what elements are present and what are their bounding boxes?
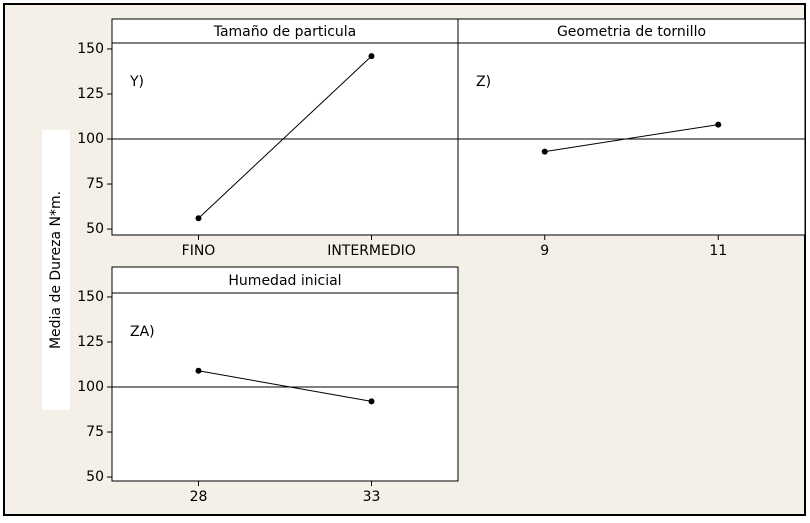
point [368, 53, 375, 60]
y-tick-label: 150 [77, 289, 104, 305]
y-tick-label: 125 [77, 334, 104, 350]
annotation: ZA) [130, 324, 155, 340]
point [715, 121, 722, 128]
line [198, 55, 372, 219]
ylabel-box [42, 130, 70, 410]
y-tick-label: 50 [86, 469, 104, 485]
y-tick-label: 150 [77, 41, 104, 57]
x-tick-label: 11 [709, 243, 727, 259]
panel-title: Tamaño de particula [213, 24, 357, 40]
y-tick-label: 50 [86, 221, 104, 237]
point [195, 367, 202, 374]
x-tick-label: 28 [190, 489, 208, 505]
annotation: Y) [129, 74, 144, 90]
point [368, 398, 375, 405]
point [541, 148, 548, 155]
x-tick-label: 9 [540, 243, 549, 259]
panel-title: Geometria de tornillo [557, 24, 706, 40]
annotation: Z) [476, 74, 491, 90]
x-tick-label: FINO [182, 243, 216, 259]
y-tick-label: 75 [86, 176, 104, 192]
x-tick-label: INTERMEDIO [327, 243, 416, 259]
panel-title: Humedad inicial [228, 273, 341, 289]
point [195, 215, 202, 222]
panel-strip [457, 18, 806, 44]
x-tick-label: 33 [363, 489, 381, 505]
y-tick-label: 100 [77, 379, 104, 395]
y-tick-label: 125 [77, 86, 104, 102]
y-axis-label: Media de Dureza N*m. [48, 191, 64, 349]
line [198, 370, 372, 402]
y-tick-label: 75 [86, 424, 104, 440]
y-tick-label: 100 [77, 131, 104, 147]
panel-strip [111, 266, 459, 294]
line [544, 124, 719, 153]
